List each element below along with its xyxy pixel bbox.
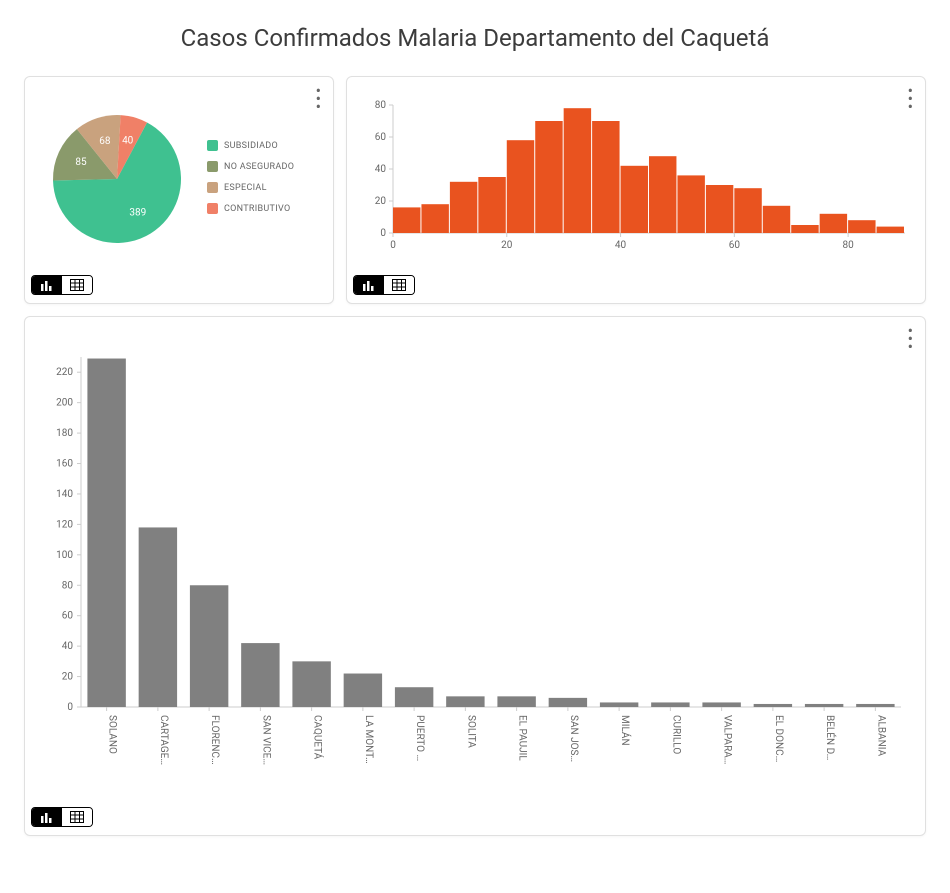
view-toggle-table-button[interactable] — [62, 276, 92, 294]
bar-category-label: MILÁN — [619, 715, 632, 746]
legend-swatch — [207, 161, 218, 172]
svg-text:0: 0 — [67, 702, 73, 713]
bar-category-label: EL PAUJIL — [517, 715, 528, 761]
bar-category-label: SOLITA — [465, 715, 476, 748]
svg-text:80: 80 — [62, 580, 74, 591]
card-menu-button[interactable]: ••• — [316, 87, 321, 111]
bar-category-label: LA MONT… — [363, 715, 374, 764]
bar-category-label: PUERTO … — [414, 715, 425, 761]
view-toggle — [353, 275, 415, 295]
table-icon — [392, 279, 406, 291]
svg-text:100: 100 — [56, 550, 73, 561]
bar-category-label: EL DONC… — [773, 715, 784, 762]
bar — [754, 704, 792, 707]
svg-text:0: 0 — [390, 240, 396, 251]
card-pie: ••• 389 85 68 40 SUBSIDIADO NO ASEGURADO ESPE… — [24, 76, 334, 304]
pie-chart: 389 85 68 40 — [37, 97, 197, 257]
svg-text:40: 40 — [122, 135, 134, 146]
bar — [446, 696, 484, 707]
bar — [190, 585, 228, 707]
bar-category-label: FLORENC… — [209, 715, 220, 765]
svg-text:220: 220 — [56, 367, 73, 378]
bar-category-label: CURILLO — [670, 715, 681, 754]
bar — [805, 704, 843, 707]
bar-category-label: CARTAGE… — [158, 715, 169, 765]
view-toggle — [31, 807, 93, 827]
bar — [600, 702, 638, 707]
svg-text:68: 68 — [99, 136, 111, 147]
svg-text:80: 80 — [842, 240, 854, 251]
pie-legend: SUBSIDIADO NO ASEGURADO ESPECIAL CONTRIBUTI… — [207, 140, 294, 214]
legend-swatch — [207, 140, 218, 151]
bar-chart: 0 20 40 60 80 100 120 140 160 180 200 220 SOLANO CART… — [33, 327, 913, 797]
card-menu-button[interactable]: ••• — [908, 87, 913, 111]
table-icon — [70, 279, 84, 291]
view-toggle-table-button[interactable] — [384, 276, 414, 294]
bar — [395, 687, 433, 707]
card-menu-button[interactable]: ••• — [908, 327, 913, 351]
svg-text:20: 20 — [501, 240, 513, 251]
legend-swatch — [207, 203, 218, 214]
svg-text:40: 40 — [375, 164, 387, 175]
svg-text:60: 60 — [375, 132, 387, 143]
bar — [292, 661, 330, 707]
svg-text:60: 60 — [729, 240, 741, 251]
view-toggle-chart-button[interactable] — [354, 276, 384, 294]
bar — [549, 698, 587, 707]
histogram-chart: 0 20 40 60 80 0 20 40 60 80 — [355, 87, 915, 257]
bar — [702, 702, 740, 707]
bar — [241, 643, 279, 707]
bar-category-label: ALBANIA — [875, 715, 886, 757]
svg-text:60: 60 — [62, 611, 74, 622]
bar-category-label: SAN VICE… — [260, 715, 271, 765]
legend-label: SUBSIDIADO — [224, 141, 278, 151]
legend-item: SUBSIDIADO — [207, 140, 294, 151]
svg-text:389: 389 — [129, 207, 146, 218]
bar-category-label: SOLANO — [107, 715, 118, 754]
bar-category-label: SAN JOS… — [568, 715, 579, 762]
view-toggle-chart-button[interactable] — [32, 276, 62, 294]
svg-text:20: 20 — [375, 196, 387, 207]
svg-text:180: 180 — [56, 428, 73, 439]
view-toggle — [31, 275, 93, 295]
svg-text:200: 200 — [56, 398, 73, 409]
page-title: Casos Confirmados Malaria Departamento d… — [0, 0, 950, 76]
legend-item: CONTRIBUTIVO — [207, 203, 294, 214]
legend-item: ESPECIAL — [207, 182, 294, 193]
svg-text:40: 40 — [62, 641, 74, 652]
bar — [856, 704, 894, 707]
bar — [139, 527, 177, 707]
svg-text:160: 160 — [56, 459, 73, 470]
legend-swatch — [207, 182, 218, 193]
svg-text:120: 120 — [56, 519, 73, 530]
svg-text:20: 20 — [62, 672, 74, 683]
view-toggle-chart-button[interactable] — [32, 808, 62, 826]
bar — [344, 674, 382, 707]
legend-label: ESPECIAL — [224, 183, 267, 193]
bar — [87, 359, 125, 707]
legend-item: NO ASEGURADO — [207, 161, 294, 172]
svg-text:40: 40 — [615, 240, 627, 251]
bar — [497, 696, 535, 707]
bar-category-label: VALPARA… — [722, 715, 733, 764]
table-icon — [70, 811, 84, 823]
bar-chart-icon — [40, 811, 54, 823]
view-toggle-table-button[interactable] — [62, 808, 92, 826]
dashboard-grid: ••• 389 85 68 40 SUBSIDIADO NO ASEGURADO ESPE… — [0, 76, 950, 860]
svg-text:80: 80 — [375, 100, 387, 111]
svg-text:85: 85 — [75, 157, 87, 168]
bar-category-label: CAQUETÁ — [312, 715, 325, 760]
bar-category-label: BELÉN D… — [824, 715, 837, 760]
bar-chart-icon — [40, 279, 54, 291]
bar — [651, 702, 689, 707]
legend-label: CONTRIBUTIVO — [224, 204, 290, 214]
legend-label: NO ASEGURADO — [224, 162, 294, 172]
bar-chart-icon — [362, 279, 376, 291]
svg-text:140: 140 — [56, 489, 73, 500]
card-histogram: ••• 0 20 40 60 80 0 20 40 60 80 — [346, 76, 926, 304]
svg-text:0: 0 — [380, 228, 386, 239]
card-bar: ••• 0 20 40 60 80 100 120 140 160 180 200 220 SOLANO… — [24, 316, 926, 836]
